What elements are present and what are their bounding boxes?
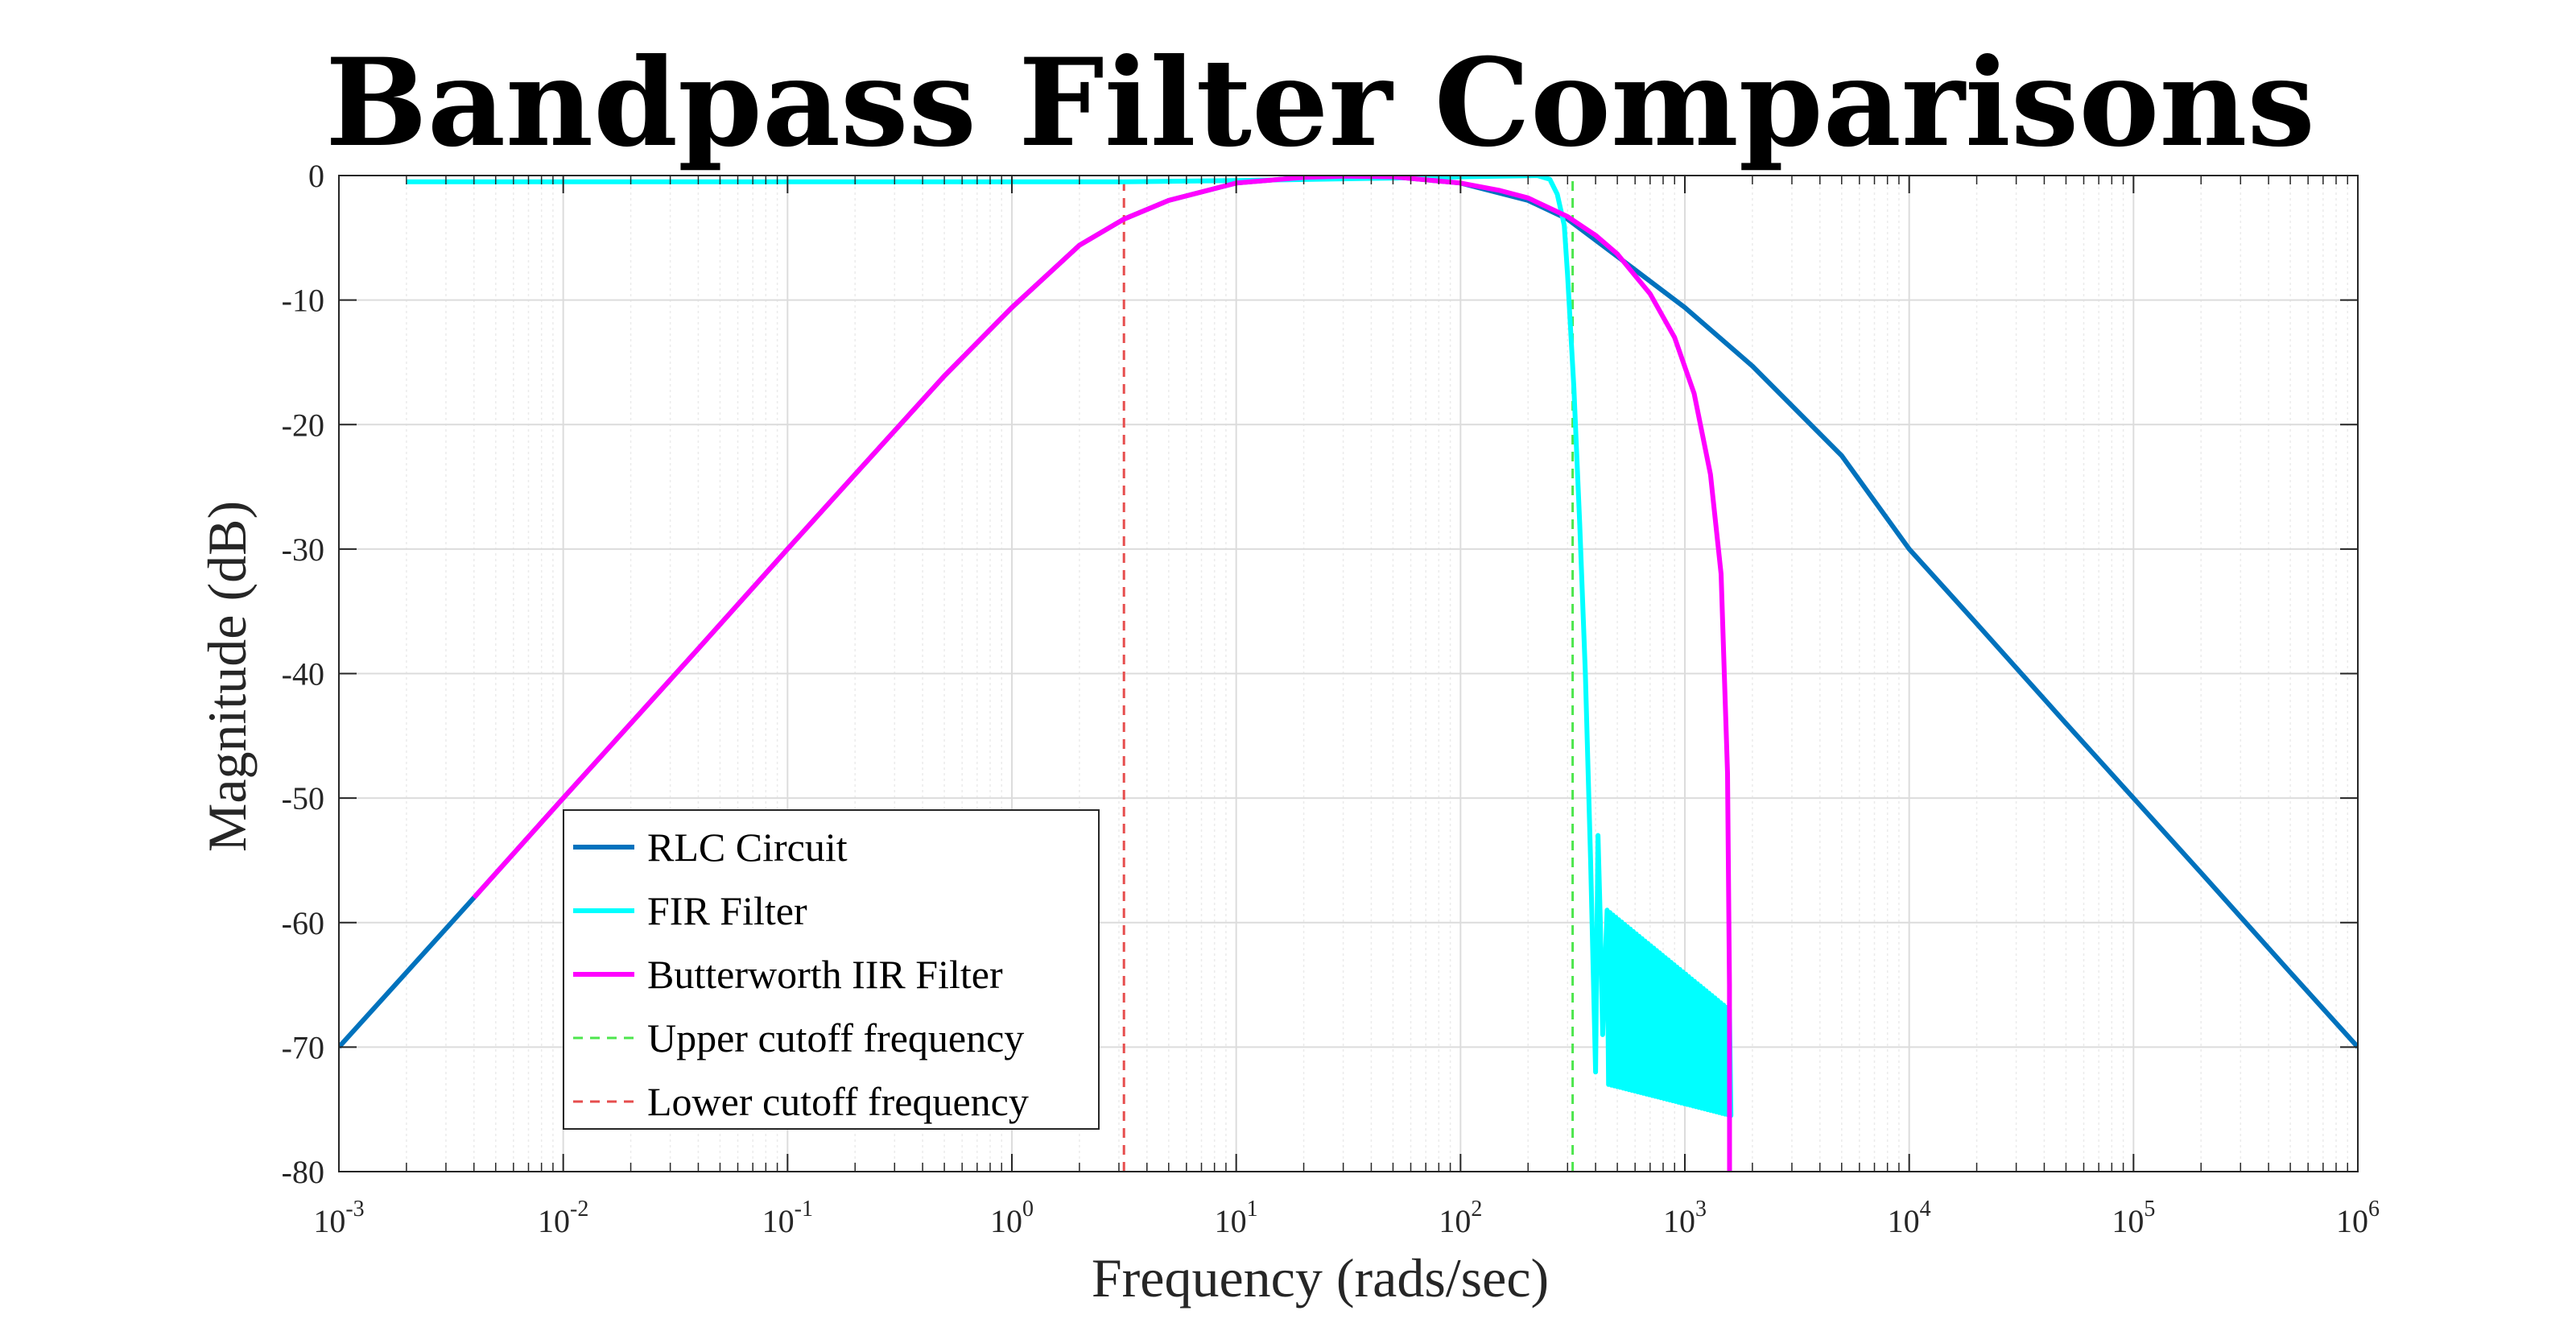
legend-label: FIR Filter [647,888,807,933]
legend-label: Upper cutoff frequency [647,1015,1024,1060]
chart-title: Bandpass Filter Comparisons [325,32,2315,174]
legend-label: Butterworth IIR Filter [647,952,1003,997]
x-tick-label: 10-2 [538,1197,588,1239]
y-tick-label: -70 [282,1029,324,1065]
y-tick-label: -60 [282,905,324,941]
y-tick-label: -40 [282,656,324,693]
series-line-fir-filter [406,176,1734,1118]
y-tick-label: -50 [282,780,324,817]
legend: RLC Circuit FIR Filter Butterworth IIR Fil… [563,809,1100,1130]
y-tick-label: -30 [282,531,324,568]
ticks: 10-3 10-2 10-1 100 101 102 103 104 105 106 0 -10 -20… [282,158,2380,1239]
x-tick-label: 103 [1663,1197,1707,1239]
y-tick-label: 0 [308,158,324,194]
y-tick-label: -80 [282,1154,324,1190]
y-tick-label: -10 [282,283,324,319]
legend-label: Lower cutoff frequency [647,1079,1029,1124]
x-tick-label: 106 [2336,1197,2380,1239]
legend-box [563,809,1100,1130]
x-tick-label: 10-3 [313,1197,364,1239]
x-tick-label: 105 [2112,1197,2155,1239]
x-tick-label: 101 [1215,1197,1258,1239]
x-tick-label: 10-1 [762,1197,813,1239]
x-tick-label: 104 [1888,1197,1931,1239]
x-tick-label: 100 [990,1197,1034,1239]
x-tick-label: 102 [1439,1197,1482,1239]
legend-label: RLC Circuit [647,825,848,870]
y-tick-label: -20 [282,407,324,443]
x-axis-label: Frequency (rads/sec) [1092,1247,1549,1309]
y-axis-label: Magnitude (dB) [196,501,258,852]
